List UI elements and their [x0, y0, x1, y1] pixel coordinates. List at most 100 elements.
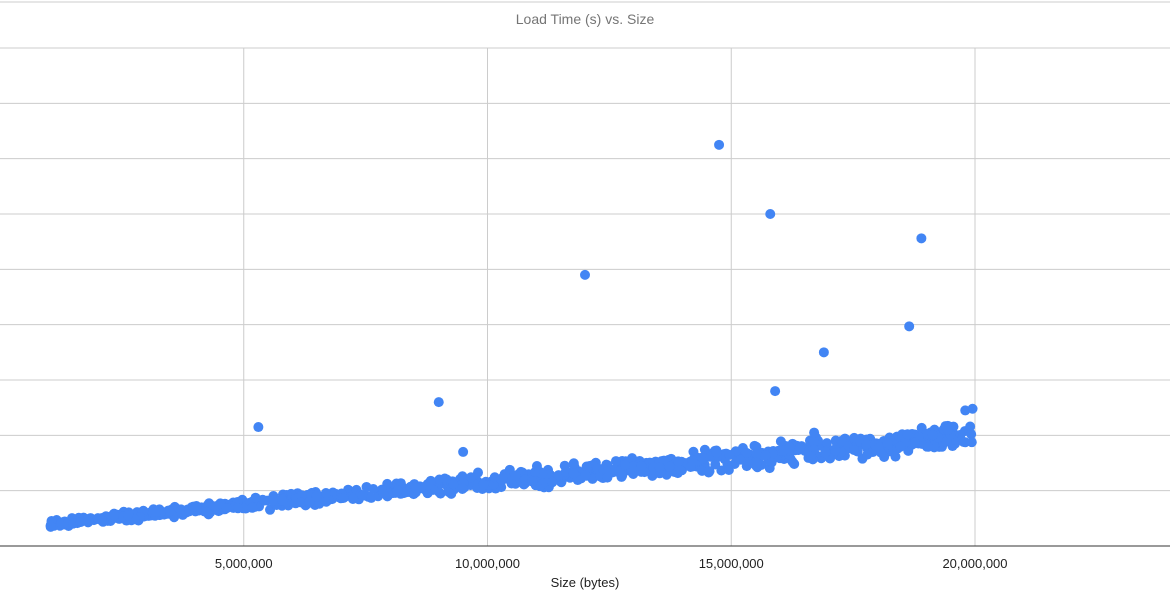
data-point [527, 476, 538, 487]
data-point [966, 437, 977, 448]
data-point [909, 437, 920, 448]
data-point [267, 495, 278, 506]
data-point [45, 521, 56, 532]
data-point [862, 449, 873, 460]
data-point [808, 436, 819, 447]
data-point [392, 485, 403, 496]
data-point [735, 454, 746, 465]
data-point [433, 397, 444, 408]
data-point [164, 506, 175, 517]
data-point [75, 517, 86, 528]
data-point [259, 495, 270, 506]
x-tick-label: 10,000,000 [455, 556, 520, 571]
x-axis-title: Size (bytes) [551, 575, 620, 590]
x-tick-label: 20,000,000 [942, 556, 1007, 571]
data-point [882, 437, 893, 448]
data-point [787, 456, 798, 467]
data-point [927, 430, 938, 441]
data-point [531, 461, 542, 472]
data-point [687, 455, 698, 466]
data-point [806, 451, 817, 462]
data-point [580, 470, 591, 481]
data-point [295, 497, 306, 508]
data-point [916, 233, 927, 244]
data-point [673, 456, 684, 467]
data-points [45, 139, 978, 532]
data-point [602, 472, 613, 483]
data-point [439, 473, 450, 484]
chart-title: Load Time (s) vs. Size [516, 11, 655, 27]
data-point [760, 450, 771, 461]
data-point [221, 503, 232, 514]
data-point [848, 444, 859, 455]
data-point [109, 510, 120, 521]
data-point [818, 347, 829, 358]
data-point [723, 465, 734, 476]
data-point [699, 444, 710, 455]
data-point [443, 486, 454, 497]
data-point [751, 448, 762, 459]
data-point [247, 502, 258, 513]
data-point [836, 435, 847, 446]
x-axis: 5,000,000 10,000,000 15,000,000 20,000,000 [0, 545, 1170, 571]
data-point [568, 458, 579, 469]
data-point [311, 491, 322, 502]
data-point [654, 462, 665, 473]
data-point [568, 468, 579, 479]
data-point [232, 503, 243, 514]
data-point [250, 492, 261, 503]
data-point [448, 479, 459, 490]
data-point [495, 474, 506, 485]
data-point [478, 479, 489, 490]
data-point [150, 506, 161, 517]
data-point [830, 445, 841, 456]
data-point [560, 466, 571, 477]
data-point [610, 456, 621, 467]
data-point [849, 432, 860, 443]
data-point [368, 484, 379, 495]
data-point [958, 437, 969, 448]
data-point [861, 439, 872, 450]
data-point [820, 446, 831, 457]
data-point [628, 461, 639, 472]
data-point [751, 457, 762, 468]
data-point [357, 490, 368, 501]
data-point [253, 422, 264, 433]
data-point [778, 445, 789, 456]
data-point [795, 442, 806, 453]
data-point [458, 446, 469, 457]
data-point [770, 386, 781, 397]
data-point [366, 492, 377, 503]
data-point [304, 496, 315, 507]
data-point [510, 470, 521, 481]
data-point [457, 483, 468, 494]
data-point [277, 495, 288, 506]
data-point [966, 429, 977, 440]
x-tick-label: 15,000,000 [699, 556, 764, 571]
data-point [775, 436, 786, 447]
data-point [904, 321, 915, 332]
data-point [714, 139, 725, 150]
data-point [411, 483, 422, 494]
data-point [967, 403, 978, 414]
data-point [697, 465, 708, 476]
data-point [473, 467, 484, 478]
data-point [636, 460, 647, 471]
data-point [809, 427, 820, 438]
data-point [338, 493, 349, 504]
data-point [765, 209, 776, 219]
x-tick-label: 5,000,000 [215, 556, 273, 571]
data-point [902, 429, 913, 440]
data-point [378, 487, 389, 498]
data-point [466, 472, 477, 483]
data-point [547, 477, 558, 488]
data-point [965, 421, 976, 432]
data-point [580, 269, 590, 280]
data-point [749, 440, 760, 451]
data-point [320, 488, 331, 499]
data-point [874, 442, 885, 453]
data-point [704, 466, 715, 477]
data-point [711, 447, 722, 458]
data-point [188, 501, 199, 512]
